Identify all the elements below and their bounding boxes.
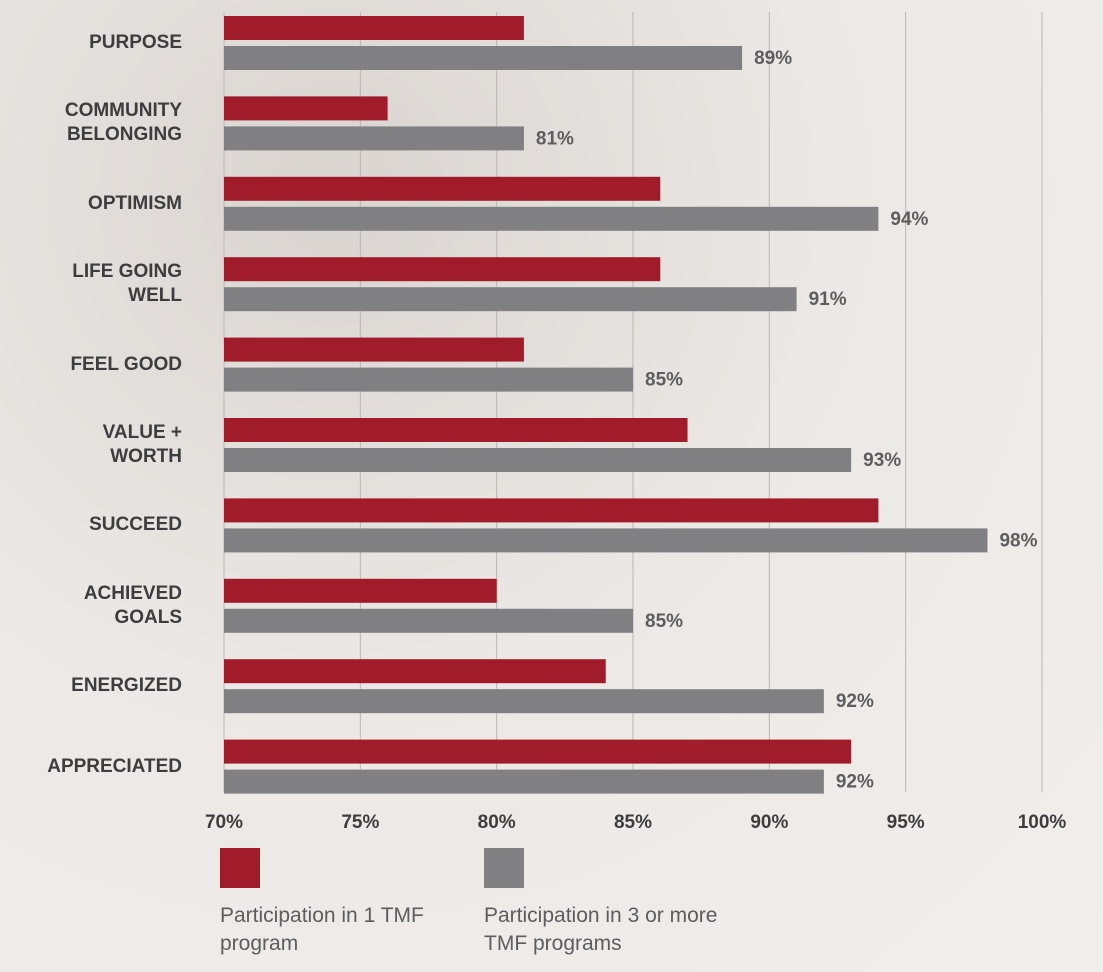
category-label-text: ACHIEVED GOALS	[32, 582, 182, 630]
data-label: 92%	[836, 691, 874, 712]
category-label-text: ENERGIZED	[71, 674, 182, 698]
bar	[224, 528, 987, 552]
category-label: VALUE + WORTH	[32, 412, 182, 478]
bar	[224, 448, 851, 472]
legend-label-text: Participation in 1 TMF program	[220, 904, 424, 955]
x-tick-label: 95%	[887, 812, 925, 833]
x-tick-label: 75%	[341, 812, 379, 833]
bar	[224, 368, 633, 392]
data-label: 85%	[645, 611, 683, 632]
category-label: ACHIEVED GOALS	[32, 573, 182, 639]
bar	[224, 609, 633, 633]
category-label-text: PURPOSE	[89, 31, 182, 55]
data-label: 92%	[836, 772, 874, 793]
legend-label: Participation in 3 or more TMF programs	[484, 902, 754, 958]
category-label: COMMUNITY BELONGING	[32, 90, 182, 156]
bar	[224, 126, 524, 150]
category-label-text: FEEL GOOD	[70, 353, 182, 377]
legend-swatch	[220, 848, 260, 888]
legend-swatch	[484, 848, 524, 888]
x-tick-label: 85%	[614, 812, 652, 833]
category-label: ENERGIZED	[32, 653, 182, 719]
bar	[224, 46, 742, 70]
bar	[224, 257, 660, 281]
x-tick-label: 90%	[750, 812, 788, 833]
bar	[224, 689, 824, 713]
x-tick-label: 70%	[205, 812, 243, 833]
data-label: 98%	[999, 530, 1037, 551]
legend-label-text: Participation in 3 or more TMF programs	[484, 904, 717, 955]
data-label: 85%	[645, 370, 683, 391]
bar	[224, 770, 824, 794]
bar	[224, 287, 797, 311]
category-label-text: LIFE GOING WELL	[32, 260, 182, 308]
x-tick-label: 100%	[1018, 812, 1067, 833]
legend-label: Participation in 1 TMF program	[220, 902, 425, 958]
data-label: 93%	[863, 450, 901, 471]
bar	[224, 96, 388, 120]
category-label: FEEL GOOD	[32, 332, 182, 398]
x-tick-label: 80%	[478, 812, 516, 833]
bar	[224, 659, 606, 683]
category-label-text: OPTIMISM	[88, 192, 182, 216]
category-label-text: COMMUNITY BELONGING	[32, 99, 182, 147]
category-label: OPTIMISM	[32, 171, 182, 237]
category-label-text: VALUE + WORTH	[32, 421, 182, 469]
bar	[224, 418, 688, 442]
bar	[224, 207, 878, 231]
data-label: 94%	[890, 209, 928, 230]
category-label-text: SUCCEED	[89, 513, 182, 537]
category-label: APPRECIATED	[32, 734, 182, 800]
bar	[224, 579, 497, 603]
bar	[224, 740, 851, 764]
chart: 70% 75% 80% 85% 90% 95% 100% 89% 81% 94% 91% 85% 93%…	[0, 0, 1103, 972]
bar	[224, 177, 660, 201]
bar	[224, 16, 524, 40]
category-label-text: APPRECIATED	[47, 755, 182, 779]
category-label: PURPOSE	[32, 10, 182, 76]
data-label: 89%	[754, 48, 792, 69]
bar	[224, 338, 524, 362]
category-label: SUCCEED	[32, 492, 182, 558]
data-label: 91%	[809, 289, 847, 310]
data-label: 81%	[536, 128, 574, 149]
bar	[224, 498, 878, 522]
category-label: LIFE GOING WELL	[32, 251, 182, 317]
